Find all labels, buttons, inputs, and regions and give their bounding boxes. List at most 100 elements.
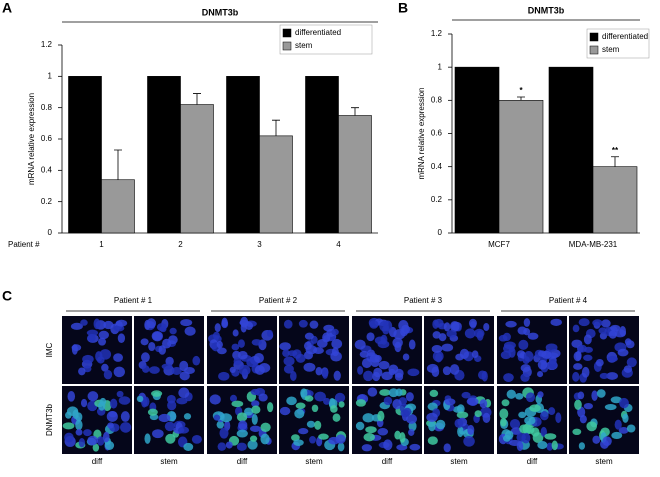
nucleus (508, 439, 521, 447)
nucleus (236, 429, 248, 438)
nucleus (544, 433, 557, 440)
nucleus (294, 408, 305, 419)
nucleus (608, 330, 617, 339)
nucleus (399, 432, 406, 443)
nucleus (456, 404, 465, 414)
nucleus (311, 404, 319, 413)
nucleus (586, 421, 597, 432)
nucleus (87, 333, 96, 342)
nucleus (503, 373, 514, 382)
nucleus (506, 389, 516, 399)
nucleus (518, 411, 527, 419)
nucleus (169, 327, 177, 335)
nucleus (164, 421, 175, 432)
nucleus (378, 360, 390, 370)
nucleus (575, 350, 582, 361)
nucleus (548, 407, 556, 415)
y-tick-label: 0 (48, 228, 53, 237)
nucleus (179, 360, 189, 372)
nucleus (75, 428, 83, 436)
nucleus (220, 413, 233, 423)
y-axis-label: mRNA relative expression (27, 93, 36, 185)
nucleus (502, 434, 511, 442)
nucleus (151, 390, 163, 397)
nucleus (322, 332, 331, 343)
nucleus (83, 429, 92, 437)
nucleus (87, 391, 99, 402)
nucleus (551, 440, 558, 451)
chart-title: DNMT3b (528, 5, 565, 15)
nucleus (383, 396, 393, 406)
nucleus (266, 329, 273, 337)
nucleus (362, 413, 374, 423)
nucleus (258, 393, 268, 402)
nucleus (583, 403, 593, 410)
nucleus (318, 433, 329, 440)
nucleus (477, 370, 487, 380)
nucleus (331, 347, 339, 357)
nucleus (426, 412, 438, 422)
nucleus (537, 359, 548, 370)
nucleus (501, 399, 510, 407)
y-tick-label: 1 (48, 71, 53, 80)
nucleus (518, 339, 529, 350)
y-tick-label: 0 (438, 228, 443, 237)
x-axis-label: Patient # (8, 240, 40, 249)
nucleus (545, 343, 558, 352)
nucleus (80, 398, 88, 408)
nucleus (330, 405, 338, 413)
nucleus (432, 331, 441, 339)
nucleus (283, 319, 293, 329)
nucleus (572, 428, 582, 436)
nucleus (229, 366, 236, 373)
nucleus (171, 367, 182, 375)
nucleus (113, 353, 123, 362)
bar (101, 179, 135, 234)
nucleus (379, 389, 391, 396)
nucleus (298, 428, 309, 435)
legend-swatch (589, 32, 599, 42)
x-tick-label: 1 (99, 240, 104, 249)
nucleus (156, 323, 167, 332)
chart-title: DNMT3b (202, 7, 239, 17)
nucleus (572, 324, 580, 333)
nucleus (314, 420, 322, 430)
nucleus (314, 391, 326, 402)
nucleus (298, 319, 308, 328)
nucleus (258, 363, 271, 373)
x-tick-label: 2 (178, 240, 183, 249)
bar (305, 76, 339, 234)
nucleus (115, 319, 128, 327)
nucleus (309, 436, 317, 444)
nucleus (260, 433, 270, 445)
annotation: ** (612, 146, 619, 155)
nucleus (461, 391, 471, 399)
nucleus (525, 392, 536, 403)
nucleus (505, 320, 517, 328)
y-tick-label: 0.8 (431, 95, 443, 104)
nucleus (369, 354, 380, 363)
row-label: DNMT3b (45, 403, 54, 436)
nucleus (572, 371, 580, 382)
nucleus (623, 365, 633, 373)
nucleus (209, 394, 221, 405)
nucleus (592, 435, 601, 444)
nucleus (606, 372, 618, 380)
nucleus (581, 366, 590, 378)
nucleus (96, 436, 105, 446)
nucleus (335, 434, 346, 444)
nucleus (304, 395, 314, 402)
nucleus (251, 400, 260, 407)
nucleus (596, 389, 606, 398)
nucleus (300, 388, 308, 398)
bar (592, 166, 638, 234)
nucleus (604, 404, 617, 411)
nucleus (142, 396, 150, 407)
nucleus (217, 442, 227, 451)
nucleus (574, 399, 582, 410)
panel-label: A (2, 0, 12, 16)
nucleus (98, 401, 106, 411)
row-label: IMC (45, 342, 54, 357)
y-tick-label: 1 (438, 62, 443, 71)
nucleus (219, 427, 229, 439)
